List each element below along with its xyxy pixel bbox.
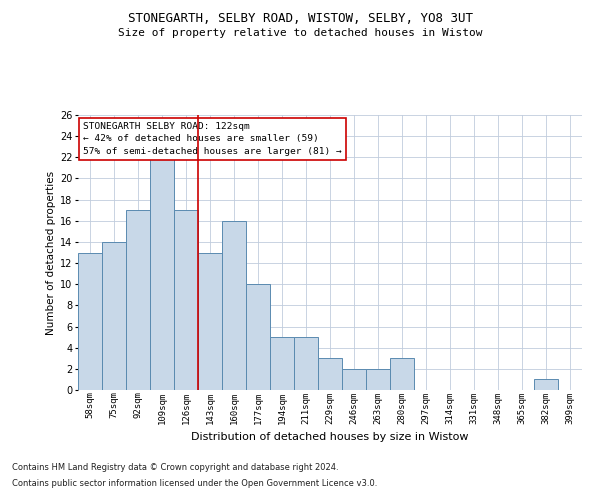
Y-axis label: Number of detached properties: Number of detached properties bbox=[46, 170, 56, 334]
Bar bbox=[174, 210, 198, 390]
Text: STONEGARTH SELBY ROAD: 122sqm
← 42% of detached houses are smaller (59)
57% of s: STONEGARTH SELBY ROAD: 122sqm ← 42% of d… bbox=[83, 122, 342, 156]
X-axis label: Distribution of detached houses by size in Wistow: Distribution of detached houses by size … bbox=[191, 432, 469, 442]
Bar bbox=[126, 210, 150, 390]
Bar bbox=[150, 158, 174, 390]
Bar bbox=[102, 242, 126, 390]
Bar bbox=[246, 284, 270, 390]
Bar bbox=[294, 337, 318, 390]
Bar bbox=[78, 252, 102, 390]
Bar bbox=[342, 369, 366, 390]
Bar bbox=[270, 337, 294, 390]
Bar bbox=[366, 369, 390, 390]
Text: Contains HM Land Registry data © Crown copyright and database right 2024.: Contains HM Land Registry data © Crown c… bbox=[12, 464, 338, 472]
Bar bbox=[534, 380, 558, 390]
Bar bbox=[222, 221, 246, 390]
Bar bbox=[198, 252, 222, 390]
Text: Size of property relative to detached houses in Wistow: Size of property relative to detached ho… bbox=[118, 28, 482, 38]
Bar bbox=[318, 358, 342, 390]
Bar bbox=[390, 358, 414, 390]
Text: Contains public sector information licensed under the Open Government Licence v3: Contains public sector information licen… bbox=[12, 478, 377, 488]
Text: STONEGARTH, SELBY ROAD, WISTOW, SELBY, YO8 3UT: STONEGARTH, SELBY ROAD, WISTOW, SELBY, Y… bbox=[128, 12, 473, 26]
